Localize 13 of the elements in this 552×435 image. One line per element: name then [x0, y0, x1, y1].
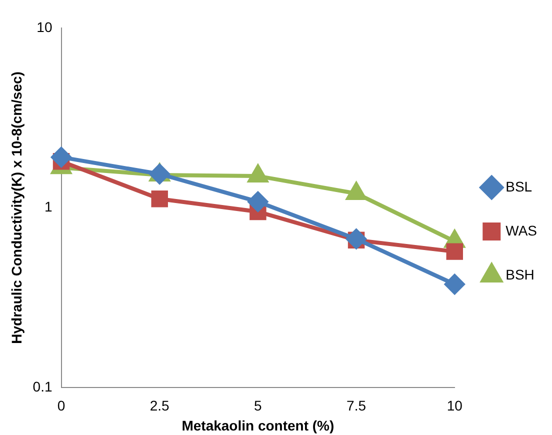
x-tick-label: 0: [57, 398, 66, 414]
legend-label: BSH: [506, 266, 534, 282]
legend-label: BSL: [506, 178, 532, 194]
x-tick-label: 10: [446, 398, 463, 414]
x-axis-title: Metakaolin content (%): [182, 417, 334, 434]
y-tick-label: 1: [44, 198, 52, 215]
x-tick-label: 7.5: [346, 398, 366, 414]
x-tick-label: 2.5: [150, 398, 170, 414]
x-tick-label: 5: [254, 398, 262, 414]
y-tick-label: 10: [36, 18, 52, 35]
y-tick-label: 0.1: [32, 378, 52, 394]
y-axis-title: Hydraulic Conductivity(K) x 10-8(cm/sec): [8, 72, 24, 344]
legend-label: WAS: [506, 222, 538, 238]
